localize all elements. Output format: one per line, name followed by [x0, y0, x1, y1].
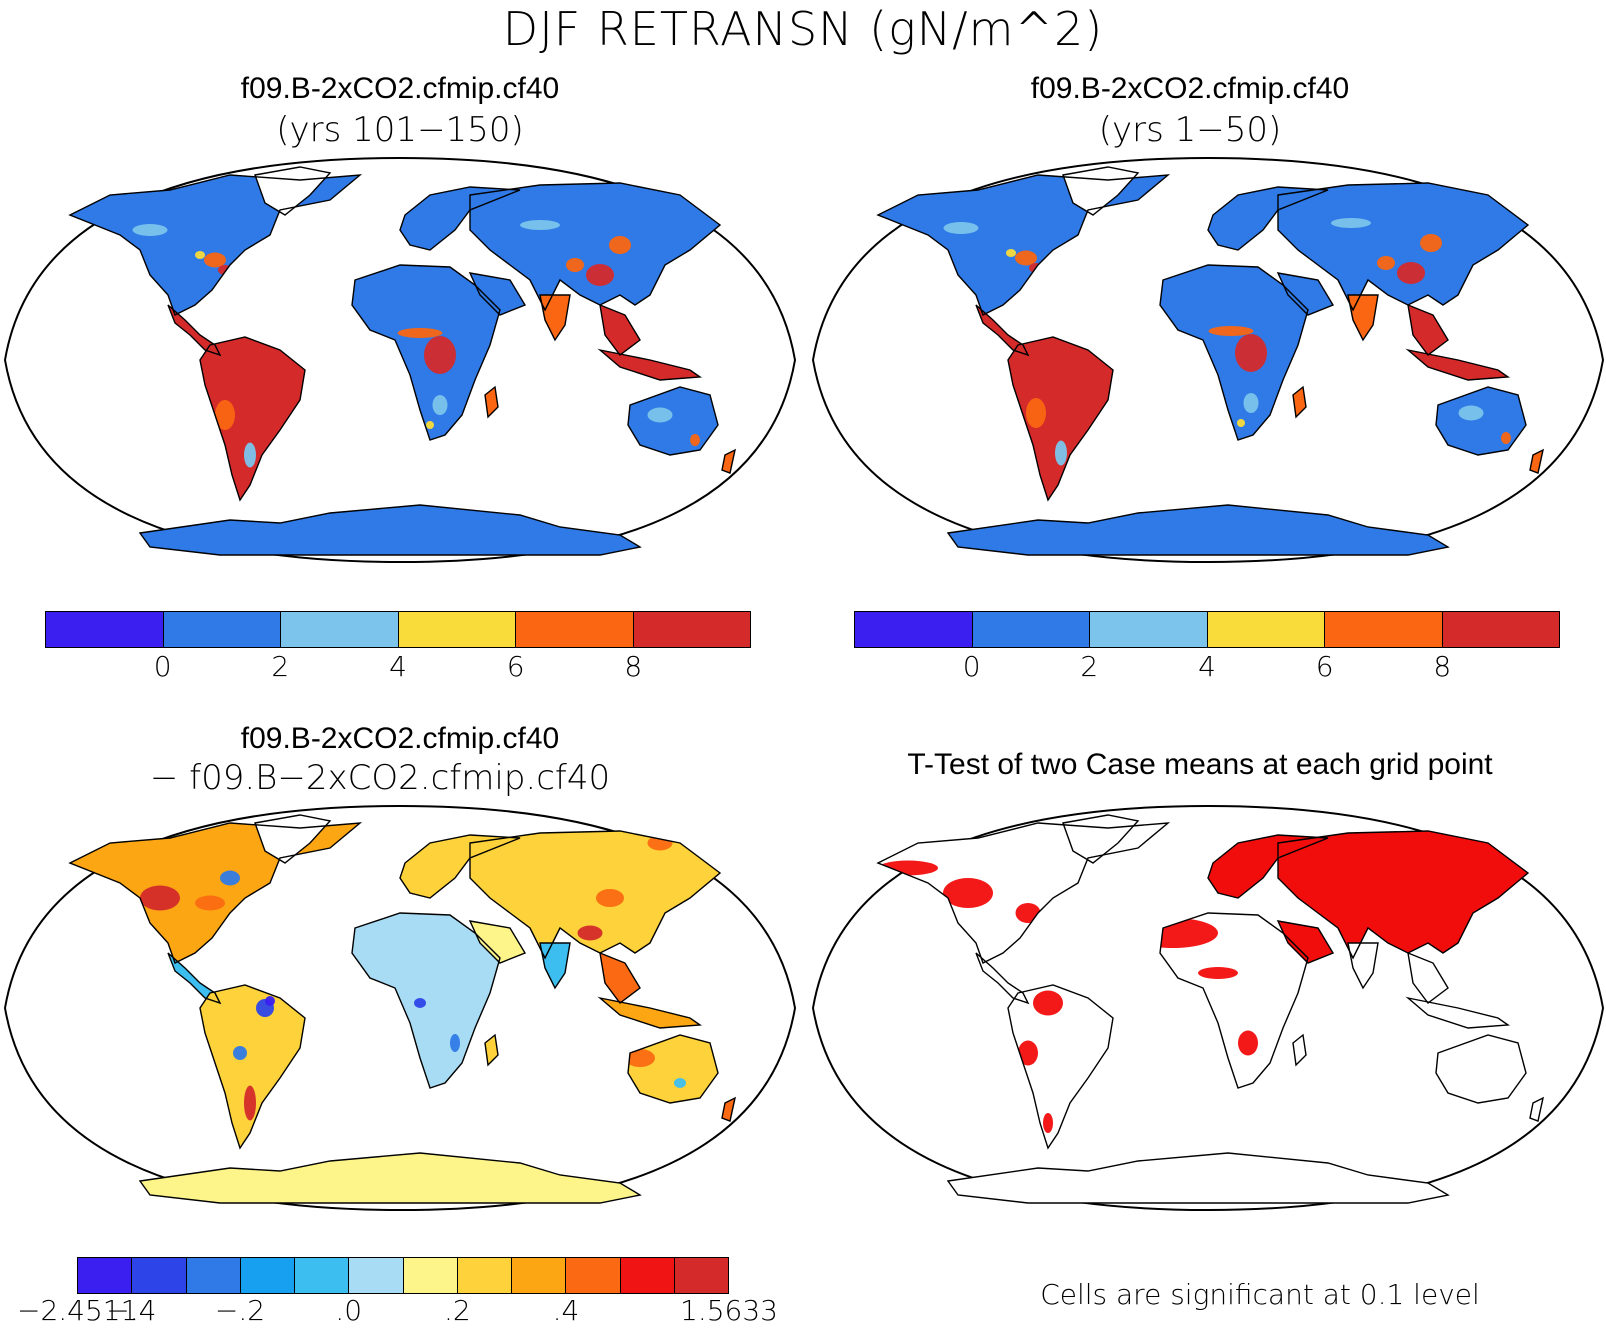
- colorbar-swatch: [349, 1258, 404, 1293]
- colorbar-tick-label: 6: [506, 650, 525, 683]
- landmass-seasia: [600, 305, 640, 355]
- colorbar-tick-label: −2.4511: [17, 1294, 139, 1327]
- colorbar-swatch: [1090, 612, 1208, 647]
- landmass-antarctica: [948, 505, 1448, 555]
- colorbar-swatch: [46, 612, 164, 647]
- colorbar-swatch: [240, 1258, 295, 1293]
- colorbar-swatch: [403, 1258, 458, 1293]
- colorbar-swatch: [674, 1258, 728, 1293]
- colorbar-swatch: [972, 612, 1090, 647]
- colorbar-swatch: [295, 1258, 350, 1293]
- colorbar-tick-label: 0: [153, 650, 172, 683]
- colorbar-swatch: [186, 1258, 241, 1293]
- landmass-seasia: [600, 953, 640, 1003]
- landmass-europe: [1208, 187, 1328, 250]
- colorbar-tick-label: 8: [1433, 650, 1452, 683]
- map-bottom-left: [3, 804, 797, 1212]
- landmass-asia: [1278, 831, 1528, 958]
- colorbar-swatch: [398, 612, 516, 647]
- colorbar-labels-top-right: 0 2 4 6 8: [854, 650, 1560, 690]
- colorbar-swatch: [281, 612, 399, 647]
- landmass-namerica: [878, 175, 1168, 315]
- landmass-africa: [352, 913, 500, 1088]
- colorbar-tick-label: .0: [335, 1294, 363, 1327]
- landmass-europe: [400, 835, 520, 898]
- colorbar-tick-label: .4: [552, 1294, 580, 1327]
- landmass-namerica: [70, 823, 360, 963]
- panel-title-top-left: f09.B-2xCO2.cfmip.cf40: [240, 72, 560, 105]
- colorbar-tick-label: 4: [1198, 650, 1216, 683]
- landmass-indonesia: [600, 998, 700, 1028]
- panel-subtitle-top-left: (yrs 101−150): [276, 110, 524, 150]
- landmass-namerica: [70, 175, 360, 315]
- landmass-arabia: [1278, 921, 1333, 963]
- colorbar-swatch: [512, 1258, 567, 1293]
- colorbar-labels-bottom-left: −2.4511 −.4 −.2 .0 .2 .4 1.5633: [17, 1294, 778, 1328]
- colorbar-swatch: [620, 1258, 675, 1293]
- colorbar-swatch: [78, 1258, 133, 1293]
- colorbar-tick-label: 1.5633: [680, 1294, 778, 1327]
- landmass-seasia: [1408, 305, 1448, 355]
- colorbar-swatch: [633, 612, 750, 647]
- significance-note: Cells are significant at 0.1 level: [1040, 1278, 1480, 1311]
- map-bottom-right: [811, 804, 1605, 1212]
- landmass-africa: [1160, 913, 1308, 1088]
- landmass-arabia: [1278, 273, 1333, 315]
- colorbar-tick-label: 0: [962, 650, 981, 683]
- colorbar-tick-label: 2: [1080, 650, 1099, 683]
- colorbar-swatch: [457, 1258, 512, 1293]
- landmass-asia: [1278, 183, 1528, 310]
- landmass-australia: [1436, 1035, 1526, 1103]
- colorbar-labels-top-left: 0 2 4 6 8: [45, 650, 751, 690]
- colorbar-tick-label: 8: [624, 650, 643, 683]
- landmass-antarctica: [948, 1153, 1448, 1203]
- landmass-europe: [400, 187, 520, 250]
- colorbar-swatch: [516, 612, 634, 647]
- landmass-europe: [1208, 835, 1328, 898]
- landmass-indonesia: [600, 350, 700, 380]
- landmass-camerica: [168, 953, 220, 1003]
- colorbar-tick-label: 6: [1315, 650, 1334, 683]
- landmass-seasia: [1408, 953, 1448, 1003]
- colorbar-top-right: [854, 611, 1560, 648]
- colorbar-tick-label: 4: [389, 650, 407, 683]
- colorbar-swatch: [1325, 612, 1443, 647]
- map-top-right: [811, 156, 1605, 564]
- panel-title-top-right: f09.B-2xCO2.cfmip.cf40: [1030, 72, 1350, 105]
- colorbar-tick-label: −.4: [106, 1294, 157, 1327]
- colorbar-swatch: [566, 1258, 621, 1293]
- map-top-left: [3, 156, 797, 564]
- colorbar-swatch: [1207, 612, 1325, 647]
- colorbar-top-left: [45, 611, 751, 648]
- panel-title-bottom-left: f09.B-2xCO2.cfmip.cf40: [240, 722, 560, 755]
- figure-title: DJF RETRANSN (gN/m^2): [502, 2, 1104, 56]
- landmass-camerica: [976, 305, 1028, 355]
- panel-subtitle-bottom-left: − f09.B−2xCO2.cfmip.cf40: [149, 758, 611, 798]
- landmass-arabia: [470, 921, 525, 963]
- colorbar-swatch: [1442, 612, 1559, 647]
- landmass-namerica: [878, 823, 1168, 963]
- landmass-indonesia: [1408, 998, 1508, 1028]
- landmass-antarctica: [140, 1153, 640, 1203]
- colorbar-swatch: [132, 1258, 187, 1293]
- colorbar-tick-label: .2: [443, 1294, 471, 1327]
- landmass-arabia: [470, 273, 525, 315]
- colorbar-tick-label: 2: [271, 650, 290, 683]
- landmass-africa: [1160, 265, 1308, 440]
- colorbar-swatch: [855, 612, 973, 647]
- colorbar-bottom-left: [77, 1257, 729, 1294]
- landmass-samerica: [1008, 985, 1113, 1148]
- landmass-antarctica: [140, 505, 640, 555]
- colorbar-tick-label: −.2: [214, 1294, 266, 1327]
- landmass-asia: [470, 831, 720, 958]
- landmass-asia: [470, 183, 720, 310]
- landmass-samerica: [200, 985, 305, 1148]
- panel-title-bottom-right: T-Test of two Case means at each grid po…: [907, 748, 1493, 781]
- landmass-indonesia: [1408, 350, 1508, 380]
- colorbar-swatch: [163, 612, 281, 647]
- landmass-camerica: [168, 305, 220, 355]
- landmass-camerica: [976, 953, 1028, 1003]
- panel-subtitle-top-right: (yrs 1−50): [1098, 110, 1282, 150]
